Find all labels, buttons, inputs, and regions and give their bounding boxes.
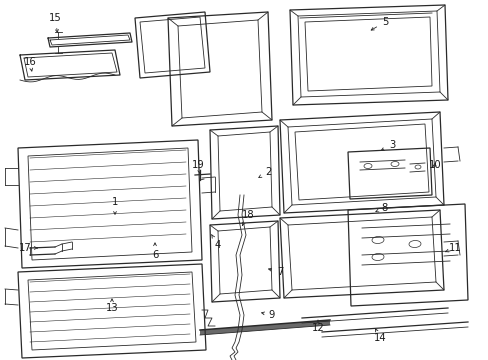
Text: 14: 14	[373, 329, 386, 343]
Text: 5: 5	[370, 17, 387, 30]
Text: 13: 13	[105, 299, 118, 313]
Text: 7: 7	[268, 267, 283, 277]
Text: 16: 16	[23, 57, 36, 71]
Text: 12: 12	[311, 320, 324, 333]
Text: 8: 8	[375, 203, 387, 213]
Text: 9: 9	[261, 310, 275, 320]
Text: 17: 17	[19, 243, 37, 253]
Text: 2: 2	[258, 167, 271, 177]
Text: 6: 6	[151, 243, 158, 260]
Text: 19: 19	[191, 160, 204, 173]
Text: 10: 10	[428, 160, 440, 170]
Text: 4: 4	[211, 235, 221, 250]
Text: 1: 1	[112, 197, 118, 214]
Text: 11: 11	[445, 243, 461, 253]
Text: 3: 3	[381, 140, 394, 150]
Polygon shape	[200, 320, 329, 335]
Text: 15: 15	[48, 13, 61, 32]
Text: 18: 18	[241, 210, 254, 225]
